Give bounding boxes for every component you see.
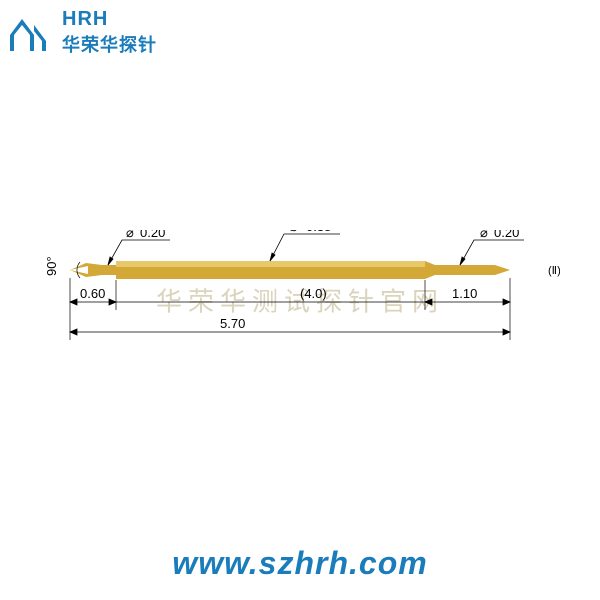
probe-pin: [70, 261, 510, 279]
svg-text:⌀: ⌀: [480, 230, 488, 240]
logo-icon: [8, 13, 58, 53]
angle-label: 90°: [44, 256, 59, 276]
dimension-lines: 0.60 (4.0) 1.10 5.70: [70, 286, 510, 335]
probe-svg: (Ⅰ) (Ⅱ) ⌀ 0.20: [40, 230, 560, 390]
probe-diagram: (Ⅰ) (Ⅱ) ⌀ 0.20: [40, 230, 560, 370]
svg-text:⌀: ⌀: [126, 230, 134, 240]
extension-lines: [70, 278, 510, 340]
dia-left: 0.20: [140, 230, 165, 240]
svg-text:⌀: ⌀: [290, 230, 298, 234]
len-body: (4.0): [300, 286, 327, 301]
logo-text-cn: 华荣华探针: [62, 31, 157, 57]
dia-body: 0.38: [306, 230, 331, 234]
len-left: 0.60: [80, 286, 105, 301]
len-right: 1.10: [452, 286, 477, 301]
dia-right: 0.20: [494, 230, 519, 240]
logo-text-en: HRH: [62, 8, 157, 31]
tip-angle: 90°: [44, 256, 80, 278]
len-total: 5.70: [220, 316, 245, 331]
website-url[interactable]: www.szhrh.com: [172, 545, 427, 582]
diameter-callouts: ⌀ 0.20 ⌀ 0.38 ⌀ 0.20: [108, 230, 524, 265]
brand-logo: HRH 华荣华探针: [8, 8, 157, 57]
side-label-right: (Ⅱ): [548, 265, 560, 277]
